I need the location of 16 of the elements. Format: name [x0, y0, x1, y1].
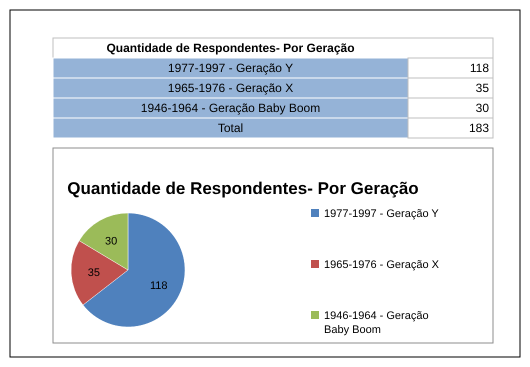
legend-label: 1977-1997 - Geração Y: [324, 208, 440, 220]
data-label: 183: [468, 121, 490, 135]
data-label: 30: [476, 101, 490, 115]
data-label: 35: [476, 81, 490, 95]
category-label: 1946-1964 - Geração Baby Boom: [140, 101, 320, 115]
text: Quantidade de Respondentes- Por Geração: [106, 41, 355, 55]
data-label: 118: [470, 61, 490, 75]
data-label: 35: [88, 267, 100, 280]
data-label: 30: [105, 235, 118, 248]
legend-label: 1965-1976 - Geração X: [324, 259, 440, 271]
category-label: Total: [218, 121, 244, 135]
category-label: 1977-1997 - Geração Y: [168, 61, 294, 75]
legend-label: 1946-1964 - Geração Baby Boom: [324, 310, 429, 336]
category-label: 1965-1976 - Geração X: [168, 81, 294, 95]
data-label: 118: [150, 280, 168, 292]
chart-title: Quantidade de Respondentes- Por Geração: [67, 179, 419, 198]
